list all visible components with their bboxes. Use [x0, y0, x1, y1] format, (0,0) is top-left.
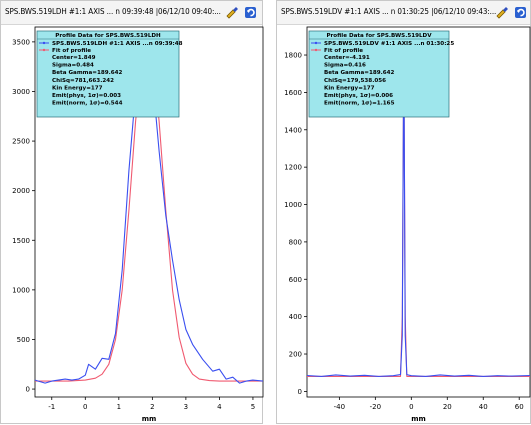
x-tick-label: 4 — [217, 403, 222, 411]
window-title: SPS.BWS.519LDV #1:1 AXIS ... n 01:30:25 … — [281, 7, 497, 16]
window-title: SPS.BWS.519LDH #1:1 AXIS ... n 09:39:48 … — [5, 7, 221, 16]
profile-window-vertical: SPS.BWS.519LDV #1:1 AXIS ... n 01:30:25 … — [276, 0, 531, 424]
y-tick-label: 0 — [26, 386, 30, 394]
window-title-bar[interactable]: SPS.BWS.519LDV #1:1 AXIS ... n 01:30:25 … — [277, 1, 530, 25]
legend-background — [308, 30, 450, 118]
legend-background — [36, 30, 180, 118]
legend-series-label: SPS.BWS.519LDV #1:1 AXIS ...n 01:30:25 — [324, 41, 454, 47]
legend-box: Profile Data for SPS.BWS.519LDV SPS.BWS.5… — [308, 30, 454, 118]
legend-series-label: Fit of profile — [324, 48, 363, 54]
x-tick-label: -40 — [334, 403, 345, 411]
x-axis-label: mm — [142, 415, 157, 423]
window-title-bar[interactable]: SPS.BWS.519LDH #1:1 AXIS ... n 09:39:48 … — [1, 1, 262, 25]
legend-stat: Kin Energy=177 — [324, 85, 375, 91]
x-tick-label: 40 — [479, 403, 488, 411]
y-tick-label: 1200 — [284, 164, 302, 172]
legend-stat: Center=1.849 — [52, 55, 96, 61]
x-tick-label: 2 — [150, 403, 154, 411]
y-tick-label: 500 — [17, 336, 30, 344]
legend-stat: Sigma=0.484 — [52, 63, 94, 69]
legend-marker — [42, 41, 46, 45]
legend-stat: ChiSq=179,538.056 — [324, 78, 386, 84]
y-tick-label: 800 — [289, 238, 302, 246]
tool-icon[interactable] — [495, 5, 510, 20]
refresh-icon[interactable] — [513, 5, 528, 20]
profile-chart-horizontal: 0 500 1000 1500 2000 2500 3000 3500 -1 0 1 2 3 4 5 mm Pr… — [12, 26, 264, 423]
x-tick-label: -20 — [370, 403, 381, 411]
legend-marker — [314, 48, 318, 52]
y-tick-label: 1000 — [284, 201, 302, 209]
y-tick-label: 2000 — [12, 187, 30, 195]
y-tick-label: 1400 — [284, 126, 302, 134]
y-tick-label: 200 — [289, 351, 302, 359]
legend-stat: Kin Energy=177 — [52, 85, 103, 91]
x-tick-label: 0 — [409, 403, 413, 411]
y-tick-label: 0 — [298, 388, 302, 396]
legend-stat: Sigma=0.416 — [324, 63, 366, 69]
legend-stat: Beta Gamma=189.642 — [324, 70, 395, 76]
legend-header: Profile Data for SPS.BWS.519LDV — [326, 33, 432, 39]
legend-header: Profile Data for SPS.BWS.519LDH — [55, 33, 161, 39]
y-tick-label: 3500 — [12, 38, 30, 46]
profile-chart-vertical: 0 200 400 600 800 1000 1200 1400 1600 1800 -40 -20 0… — [284, 26, 531, 423]
x-tick-label: 20 — [443, 403, 452, 411]
y-tick-label: 2500 — [12, 138, 30, 146]
legend-stat: Emit(phys, 1σ)=0.006 — [324, 93, 393, 99]
series-line-data — [306, 35, 531, 377]
x-axis-label: mm — [411, 415, 426, 423]
y-tick-label: 3000 — [12, 88, 30, 96]
legend-stat: Emit(norm, 1σ)=0.544 — [52, 101, 123, 107]
y-tick-label: 400 — [289, 313, 302, 321]
profile-window-horizontal: SPS.BWS.519LDH #1:1 AXIS ... n 09:39:48 … — [0, 0, 264, 424]
legend-marker — [314, 41, 318, 45]
legend-stat: ChiSq=781,663.242 — [52, 78, 114, 84]
legend-box: Profile Data for SPS.BWS.519LDH SPS.BWS.5… — [36, 30, 183, 118]
y-tick-label: 1600 — [284, 89, 302, 97]
legend-stat: Emit(phys, 1σ)=0.003 — [52, 93, 121, 99]
legend-stat: Center=-4.191 — [324, 55, 370, 61]
legend-stat: Emit(norm, 1σ)=1.165 — [324, 101, 395, 107]
y-tick-label: 600 — [289, 276, 302, 284]
legend-marker — [42, 48, 46, 52]
x-tick-label: 3 — [184, 403, 188, 411]
x-tick-label: 60 — [515, 403, 524, 411]
y-tick-label: 1800 — [284, 52, 302, 60]
x-tick-label: 0 — [83, 403, 87, 411]
legend-series-label: SPS.BWS.519LDH #1:1 AXIS ...n 09:39:48 — [52, 41, 183, 47]
x-tick-label: -1 — [48, 403, 55, 411]
x-tick-label: 1 — [117, 403, 121, 411]
x-tick-label: 5 — [251, 403, 255, 411]
refresh-icon[interactable] — [243, 5, 258, 20]
legend-series-label: Fit of profile — [52, 48, 91, 54]
y-tick-label: 1000 — [12, 286, 30, 294]
y-tick-label: 1500 — [12, 237, 30, 245]
tool-icon[interactable] — [225, 5, 240, 20]
legend-stat: Beta Gamma=189.642 — [52, 70, 123, 76]
